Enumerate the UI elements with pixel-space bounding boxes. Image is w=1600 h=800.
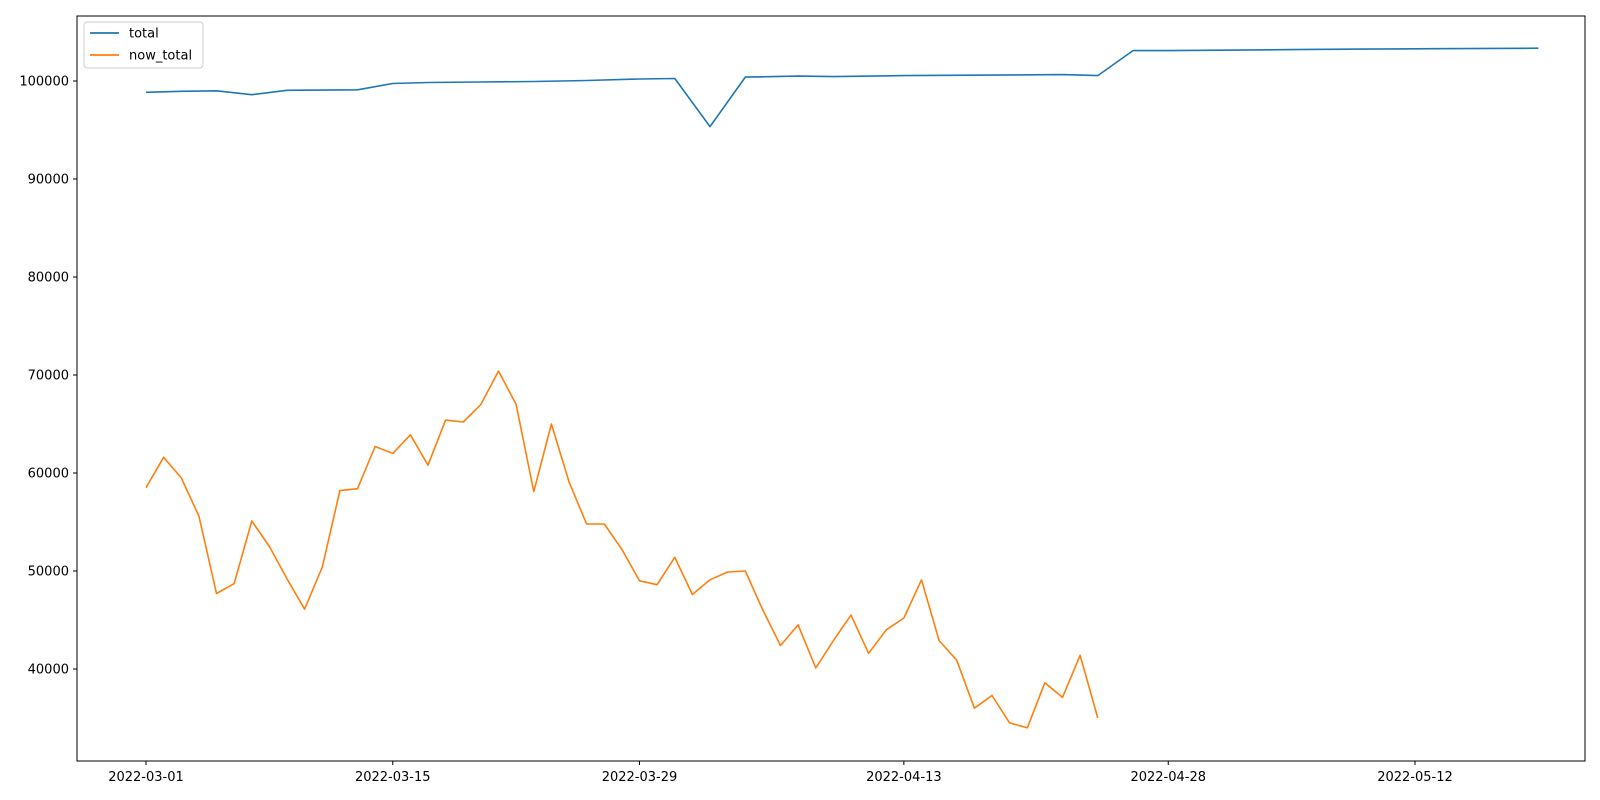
y-tick-label: 50000 [28, 565, 69, 580]
y-tick-label: 40000 [28, 663, 69, 678]
x-tick-label: 2022-04-13 [866, 770, 942, 785]
series-line-total [145, 47, 1539, 128]
y-tick-label: 80000 [28, 271, 69, 286]
x-tick-label: 2022-03-15 [355, 770, 431, 785]
legend: total now_total [83, 21, 204, 69]
x-tick-label: 2022-03-01 [108, 770, 184, 785]
x-tick-label: 2022-05-12 [1377, 770, 1453, 785]
y-tick-label: 100000 [19, 75, 69, 90]
y-axis: 40000 50000 60000 70000 80000 90000 100000 [19, 75, 77, 678]
series-line-now-total [145, 370, 1099, 729]
x-tick-label: 2022-03-29 [602, 770, 678, 785]
y-tick-label: 60000 [28, 467, 69, 482]
y-tick-label: 70000 [28, 369, 69, 384]
series-layer [145, 47, 1539, 729]
legend-label-total: total [129, 27, 159, 42]
x-axis: 2022-03-01 2022-03-15 2022-03-29 2022-04-13… [108, 761, 1453, 785]
x-tick-label: 2022-04-28 [1130, 770, 1206, 785]
y-tick-label: 90000 [28, 173, 69, 188]
legend-label-now-total: now_total [129, 49, 192, 64]
plot-frame [76, 15, 1586, 762]
